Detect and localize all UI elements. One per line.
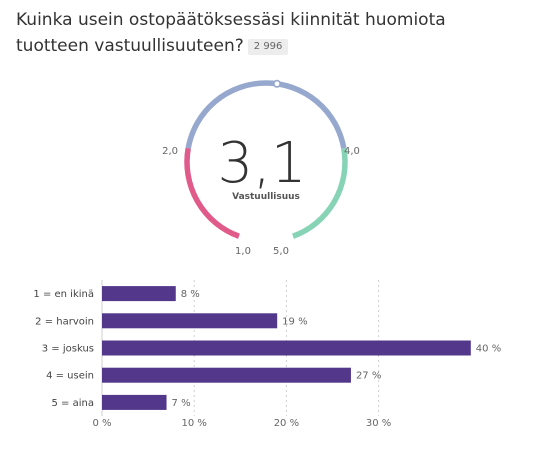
gauge-value-marker: [272, 79, 281, 88]
category-label: 5 = aina: [52, 398, 94, 409]
gauge-arc-mid: [185, 80, 347, 149]
x-tick-label: 20 %: [274, 418, 299, 429]
gauge-tick-label: 1,0: [235, 246, 251, 257]
x-tick-label: 0 %: [92, 418, 111, 429]
x-tick-label: 30 %: [366, 418, 391, 429]
value-label: 19 %: [282, 316, 307, 327]
gauge-arc-high: [292, 147, 348, 239]
bar: [102, 394, 167, 410]
value-label: 40 %: [476, 344, 501, 355]
gauge-value: 3,1: [217, 131, 306, 196]
gauge-arc-low: [184, 147, 240, 239]
x-tick-label: 10 %: [181, 418, 206, 429]
question-title: Kuinka usein ostopäätöksessäsi kiinnität…: [16, 7, 516, 59]
gauge-tick-label: 4,0: [344, 146, 360, 157]
value-label: 27 %: [356, 371, 381, 382]
bar: [102, 313, 278, 329]
gauge-label: Vastuullisuus: [232, 192, 300, 202]
category-label: 1 = en ikinä: [33, 289, 94, 300]
gauge-tick-label: 5,0: [273, 246, 289, 257]
bar: [102, 340, 471, 356]
category-label: 2 = harvoin: [35, 316, 94, 327]
question-text: Kuinka usein ostopäätöksessäsi kiinnität…: [16, 10, 446, 56]
category-label: 3 = joskus: [42, 344, 94, 355]
bar-chart: 0 % 10 % 20 % 30 % 1 = en ikinä 8 % 2 = harvoi…: [33, 280, 501, 429]
gauge-tick-label: 2,0: [162, 146, 178, 157]
category-label: 4 = usein: [46, 371, 94, 382]
bar: [102, 367, 351, 383]
value-label: 7 %: [172, 398, 191, 409]
bar: [102, 286, 176, 302]
response-count-badge: 2 996: [247, 39, 289, 55]
value-label: 8 %: [181, 289, 200, 300]
